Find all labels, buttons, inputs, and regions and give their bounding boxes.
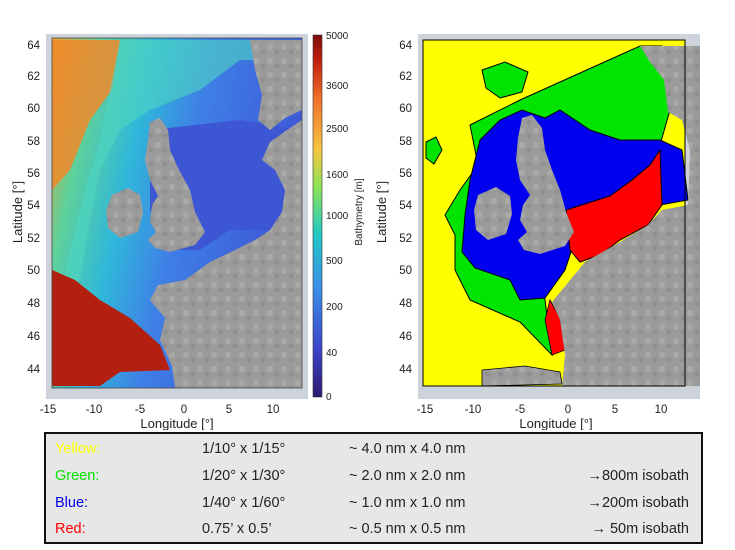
legend-color-name: Green: <box>55 468 100 484</box>
right-y-tick: 46 <box>399 331 412 343</box>
right-europe-land <box>552 40 700 386</box>
right-y-tick: 64 <box>399 40 412 52</box>
maps-figure: 64 62 60 58 56 54 52 50 48 46 44 -15 -10… <box>10 31 700 430</box>
right-map-frame <box>422 39 686 387</box>
right-britain-land <box>516 115 574 254</box>
right-x-tick: -5 <box>515 404 525 416</box>
right-x-tick: -15 <box>417 404 434 416</box>
legend-nautical-miles: ~ 2.0 nm x 2.0 nm <box>349 468 466 484</box>
left-y-tick: 58 <box>27 136 40 148</box>
right-y-ticks: 64 62 60 58 56 54 52 50 48 46 44 <box>399 40 412 376</box>
colorbar-tick: 1000 <box>326 211 349 222</box>
left-britain-land <box>145 118 205 252</box>
legend-nautical-miles: ~ 4.0 nm x 4.0 nm <box>349 441 466 457</box>
legend-nautical-miles: ~ 0.5 nm x 0.5 nm <box>349 521 466 537</box>
right-x-tick: 10 <box>655 404 668 416</box>
legend-isobath: →200m isobath <box>587 495 689 511</box>
legend-color-name: Blue: <box>55 495 89 511</box>
right-green-faroe <box>481 61 529 99</box>
colorbar-tick: 200 <box>326 302 343 313</box>
left-y-tick: 64 <box>27 40 40 52</box>
left-x-ticks: -15 -10 -5 0 5 10 <box>40 404 280 416</box>
left-map <box>46 34 308 399</box>
right-y-tick: 48 <box>399 298 412 310</box>
right-green-rockall <box>425 136 443 165</box>
legend-resolution: 1/20° x 1/30° <box>202 468 286 484</box>
colorbar-tick: 2500 <box>326 124 349 135</box>
left-europe-land <box>150 40 302 388</box>
left-deep-ocean-north <box>52 40 120 190</box>
left-y-tick: 60 <box>27 103 40 115</box>
right-red-domain <box>565 148 663 263</box>
right-x-tick: 0 <box>565 404 571 416</box>
left-y-tick: 62 <box>27 71 40 83</box>
right-y-tick: 52 <box>399 233 412 245</box>
right-spain-coast-strip <box>481 365 563 387</box>
colorbar-tick: 3600 <box>326 81 349 92</box>
right-x-tick: -10 <box>465 404 482 416</box>
left-x-tick: -10 <box>86 404 103 416</box>
right-y-tick: 44 <box>399 364 412 376</box>
left-map-frame <box>51 37 303 389</box>
right-y-axis-label: Latitude [°] <box>374 181 389 243</box>
right-ireland-land <box>474 187 512 240</box>
left-y-tick: 46 <box>27 331 40 343</box>
legend-isobath: →800m isobath <box>587 468 689 484</box>
left-ireland-land <box>106 188 143 238</box>
legend-isobath: → 50m isobath <box>591 521 689 537</box>
right-y-tick: 62 <box>399 71 412 83</box>
left-y-tick: 50 <box>27 265 40 277</box>
left-y-axis-label: Latitude [°] <box>10 181 25 243</box>
right-x-ticks: -15 -10 -5 0 5 10 <box>417 404 668 416</box>
legend-nautical-miles: ~ 1.0 nm x 1.0 nm <box>349 495 466 511</box>
left-x-tick: -15 <box>40 404 57 416</box>
right-y-tick: 58 <box>399 136 412 148</box>
left-shallow-band <box>60 40 300 300</box>
left-abyssal-biscay <box>52 270 170 386</box>
left-y-tick: 56 <box>27 168 40 180</box>
legend-row-green: Green: 1/20° x 1/30° ~ 2.0 nm x 2.0 nm →… <box>46 468 701 492</box>
colorbar-tick: 500 <box>326 256 343 267</box>
right-y-tick: 56 <box>399 168 412 180</box>
right-y-tick: 50 <box>399 265 412 277</box>
left-x-axis-label: Longitude [°] <box>140 416 213 430</box>
left-x-tick: 10 <box>267 404 280 416</box>
left-y-tick: 48 <box>27 298 40 310</box>
left-y-tick: 44 <box>27 364 40 376</box>
left-y-tick: 54 <box>27 200 40 212</box>
legend-resolution: 1/40° x 1/60° <box>202 495 286 511</box>
left-scandinavia-land <box>250 40 302 130</box>
colorbar-tick: 0 <box>326 392 332 403</box>
resolution-legend: Yellow: 1/10° x 1/15° ~ 4.0 nm x 4.0 nm … <box>44 432 703 544</box>
colorbar-tick: 1600 <box>326 170 349 181</box>
colorbar-label: Bathymetry [m] <box>354 178 365 245</box>
right-y-tick: 54 <box>399 200 412 212</box>
right-x-axis-label: Longitude [°] <box>519 416 592 430</box>
legend-row-blue: Blue: 1/40° x 1/60° ~ 1.0 nm x 1.0 nm →2… <box>46 495 701 519</box>
right-y-tick: 60 <box>399 103 412 115</box>
left-y-ticks: 64 62 60 58 56 54 52 50 48 46 44 <box>27 40 40 376</box>
colorbar-tick: 5000 <box>326 31 349 42</box>
legend-row-yellow: Yellow: 1/10° x 1/15° ~ 4.0 nm x 4.0 nm <box>46 441 701 465</box>
colorbar: 5000 3600 2500 1600 1000 500 200 40 0 Ba… <box>312 31 365 403</box>
left-x-tick: -5 <box>135 404 145 416</box>
left-x-tick: 5 <box>226 404 232 416</box>
colorbar-tick: 40 <box>326 348 338 359</box>
left-x-tick: 0 <box>181 404 187 416</box>
colorbar-gradient <box>312 34 323 398</box>
legend-color-name: Red: <box>55 521 86 537</box>
right-map <box>418 34 700 399</box>
legend-resolution: 1/10° x 1/15° <box>202 441 286 457</box>
legend-color-name: Yellow: <box>55 441 101 457</box>
legend-row-red: Red: 0.75’ x 0.5’ ~ 0.5 nm x 0.5 nm → 50… <box>46 521 701 545</box>
right-x-tick: 5 <box>612 404 618 416</box>
left-y-tick: 52 <box>27 233 40 245</box>
legend-resolution: 0.75’ x 0.5’ <box>202 521 272 537</box>
